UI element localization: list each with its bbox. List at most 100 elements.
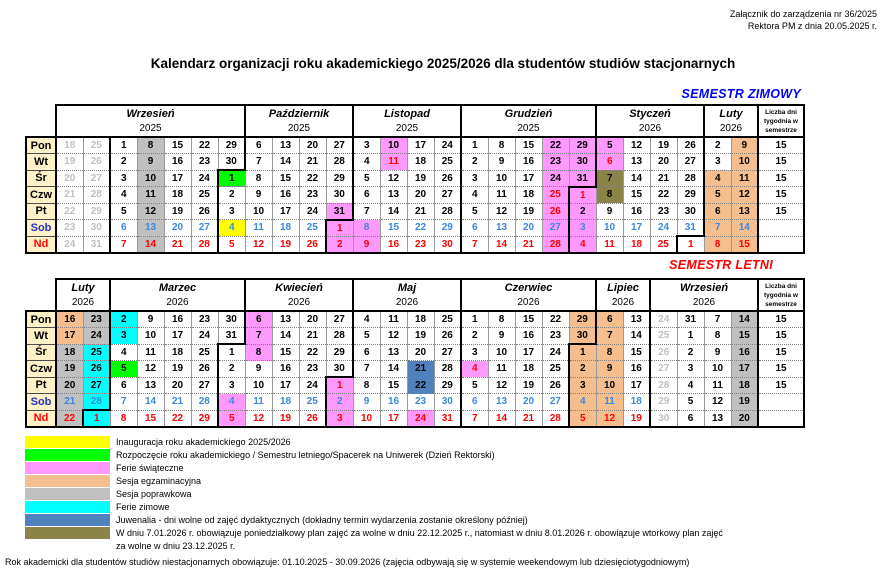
date-cell: 26: [677, 136, 705, 154]
date-cell: 4: [703, 170, 732, 187]
date-cell: 10: [380, 136, 408, 154]
legend: Inauguracja roku akademickiego 2025/2026…: [25, 435, 723, 553]
date-cell: 4: [217, 219, 246, 237]
date-cell: 27: [83, 377, 111, 394]
date-cell: 19: [272, 410, 300, 428]
date-cell: 30: [326, 360, 354, 378]
attachment-note-line2: Rektora PM z dnia 20.05.2025 r.: [747, 21, 877, 31]
date-cell: 27: [649, 360, 678, 378]
legend-extra-line: za wolne w dniu 23.12.2025 r.: [116, 541, 236, 551]
date-cell: 28: [191, 393, 219, 411]
date-cell: 23: [407, 393, 435, 411]
date-cell: 10: [353, 410, 381, 428]
date-cell: 15: [623, 344, 651, 361]
date-cell: 12: [137, 203, 165, 220]
date-cell: 26: [83, 360, 111, 378]
date-cell: 14: [380, 360, 408, 378]
date-cell: 24: [299, 377, 327, 394]
legend-label: Juwenalia - dni wolne od zajęć dydaktycz…: [116, 514, 528, 525]
date-cell: 26: [191, 203, 219, 220]
date-cell: 28: [542, 236, 570, 254]
date-cell: 16: [623, 203, 651, 220]
date-cell: 25: [83, 136, 111, 154]
date-cell: 10: [488, 170, 516, 187]
date-cell: 19: [515, 377, 543, 394]
month-name: Luty: [719, 108, 743, 120]
date-cell: 24: [191, 170, 219, 187]
week-count-cell: [757, 219, 805, 237]
date-cell: 1: [568, 185, 597, 204]
date-cell: 25: [299, 393, 327, 411]
day-row-label: Sob: [25, 393, 57, 411]
date-cell: 16: [272, 186, 300, 204]
date-cell: 16: [623, 360, 651, 378]
winter-calendar-table: Wrzesień 2025 Październik 2025 Listopad 2025 G…: [25, 104, 805, 254]
date-cell: 4: [217, 393, 246, 411]
date-cell: 19: [272, 236, 300, 254]
date-cell: 18: [623, 236, 651, 254]
date-cell: 25: [650, 236, 678, 254]
date-cell: 18: [272, 219, 300, 237]
day-row-label: Wt: [25, 327, 57, 345]
date-cell: 30: [218, 310, 246, 328]
date-cell: 1: [325, 376, 354, 394]
date-cell: 29: [569, 136, 597, 154]
date-cell: 27: [434, 186, 462, 204]
month-year: 2026: [166, 297, 189, 308]
date-cell: 30: [569, 153, 597, 171]
month-year: 2026: [395, 297, 419, 308]
date-cell: 1: [460, 310, 489, 328]
date-cell: 17: [380, 410, 408, 428]
date-cell: 13: [623, 153, 651, 171]
date-cell: 28: [677, 170, 705, 187]
date-cell: 13: [623, 310, 651, 328]
date-cell: 26: [299, 236, 327, 254]
date-cell: 20: [731, 410, 759, 428]
legend-item: Ferie zimowe: [25, 500, 723, 513]
date-cell: 15: [380, 219, 408, 237]
legend-item: Sesja poprawkowa: [25, 487, 723, 500]
date-cell: 28: [326, 153, 354, 171]
week-count-cell: 15: [757, 360, 805, 378]
date-cell: 25: [434, 153, 462, 171]
date-cell: 22: [56, 203, 84, 220]
week-count-cell: 15: [757, 153, 805, 171]
date-cell: 25: [434, 310, 462, 328]
month-year: 2026: [517, 297, 540, 308]
date-cell: 18: [272, 393, 300, 411]
date-cell: 31: [83, 236, 111, 254]
date-cell: 8: [353, 377, 381, 394]
date-cell: 12: [380, 170, 408, 187]
date-cell: 6: [703, 203, 732, 220]
date-cell: 2: [325, 236, 354, 254]
date-cell: 3: [703, 153, 732, 171]
week-count-cell: 15: [757, 136, 805, 154]
date-cell: 26: [542, 377, 570, 394]
date-cell: 4: [460, 360, 489, 378]
date-cell: 28: [191, 236, 219, 254]
legend-color-swatch: [25, 448, 110, 461]
date-cell: 15: [623, 186, 651, 204]
week-day-row: Czw 21 28 4 11 18 25 2 9 16 23 30 6 13 20 27 4 11 18 25 1 8 15…: [25, 185, 805, 204]
date-cell: 28: [542, 410, 570, 428]
date-cell: 14: [380, 203, 408, 220]
month-year: 2025: [139, 123, 162, 134]
date-cell: 8: [596, 186, 624, 204]
week-count-cell: 15: [757, 203, 805, 220]
date-cell: 3: [217, 203, 246, 220]
date-cell: 14: [488, 410, 516, 428]
date-cell: 7: [109, 236, 138, 254]
date-cell: 29: [326, 170, 354, 187]
date-cell: 29: [218, 136, 246, 154]
date-cell: 19: [164, 203, 192, 220]
date-cell: 23: [650, 203, 678, 220]
date-cell: 22: [164, 410, 192, 428]
attachment-note-line1: Załącznik do zarządzenia nr 36/2025: [729, 9, 877, 19]
month-year: 2026: [71, 297, 95, 308]
date-cell: 15: [515, 310, 543, 328]
date-cell: 9: [704, 344, 732, 361]
date-cell: 26: [299, 410, 327, 428]
legend-label: Ferie zimowe: [116, 501, 170, 512]
date-cell: 28: [83, 186, 111, 204]
date-cell: 6: [109, 377, 138, 394]
